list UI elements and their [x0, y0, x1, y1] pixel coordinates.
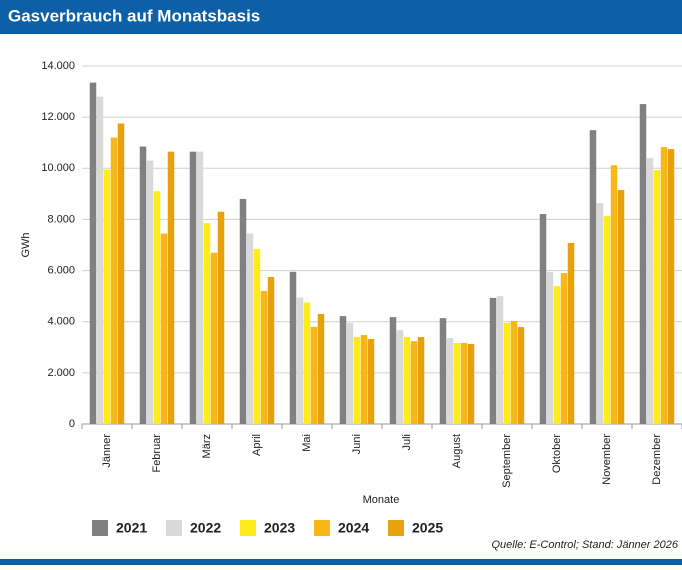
- bar: [317, 314, 325, 424]
- bar: [517, 327, 525, 424]
- x-tick-label: Februar: [151, 434, 163, 473]
- bar: [646, 158, 654, 425]
- bar: [553, 286, 561, 424]
- bar: [639, 104, 647, 424]
- bar: [589, 130, 597, 425]
- bar: [89, 82, 97, 424]
- bar: [439, 318, 447, 424]
- bar: [610, 165, 618, 424]
- legend-label: 2024: [338, 520, 369, 536]
- x-tick-label: August: [451, 434, 463, 468]
- y-tick-label: 0: [69, 418, 75, 430]
- bar: [339, 316, 347, 424]
- bar: [453, 342, 461, 424]
- legend-swatch: [388, 520, 404, 536]
- bar: [110, 137, 118, 424]
- bar: [560, 273, 568, 424]
- x-tick-label: Mai: [301, 434, 313, 452]
- bar: [189, 151, 197, 424]
- legend-swatch: [240, 520, 256, 536]
- bar: [310, 326, 318, 424]
- y-tick-label: 2.000: [47, 367, 75, 379]
- bar: [139, 146, 147, 425]
- bar: [260, 291, 268, 424]
- x-tick-label: Dezember: [651, 434, 663, 485]
- footer-bar: [0, 559, 682, 565]
- bar: [296, 297, 304, 424]
- bar: [503, 322, 511, 424]
- legend-label: 2022: [190, 520, 221, 536]
- x-axis-label: Monate: [363, 494, 400, 506]
- x-tick-label: September: [501, 434, 513, 488]
- bar: [417, 337, 425, 424]
- bar: [389, 317, 397, 424]
- bar: [653, 170, 661, 424]
- x-tick-label: Juni: [351, 434, 363, 454]
- bar: [360, 335, 368, 424]
- y-axis-label: GWh: [20, 232, 32, 257]
- x-tick-label: März: [201, 434, 213, 458]
- legend-label: 2021: [116, 520, 147, 536]
- bar: [396, 330, 404, 424]
- source-note: Quelle: E-Control; Stand: Jänner 2026: [491, 539, 678, 551]
- bar: [153, 191, 161, 424]
- legend-label: 2025: [412, 520, 443, 536]
- bar: [367, 339, 375, 424]
- y-tick-label: 10.000: [41, 162, 75, 174]
- y-tick-label: 8.000: [47, 213, 75, 225]
- bar: [567, 242, 575, 424]
- legend-label: 2023: [264, 520, 295, 536]
- header-bar: [0, 0, 682, 34]
- bar: [289, 271, 297, 424]
- bar: [410, 341, 418, 424]
- x-tick-label: Jänner: [101, 434, 113, 468]
- x-tick-label: April: [251, 434, 263, 456]
- bar: [253, 248, 261, 424]
- bar: [617, 190, 625, 424]
- bar: [160, 233, 168, 424]
- bar: [403, 337, 411, 424]
- bar: [546, 272, 554, 424]
- bar: [203, 223, 211, 424]
- bar: [146, 160, 154, 424]
- bar: [489, 297, 497, 424]
- bar: [660, 147, 668, 424]
- y-tick-label: 6.000: [47, 264, 75, 276]
- bar: [239, 198, 247, 424]
- bar: [353, 337, 361, 424]
- bar: [446, 338, 454, 424]
- bar: [246, 233, 254, 424]
- bar: [539, 214, 547, 424]
- bar: [496, 296, 504, 424]
- bar: [510, 320, 518, 424]
- bar: [460, 342, 468, 424]
- legend-swatch: [92, 520, 108, 536]
- bar: [596, 203, 604, 424]
- bar: [217, 211, 225, 424]
- bar: [103, 169, 111, 424]
- bar: [210, 252, 218, 424]
- bar: [267, 276, 275, 424]
- x-tick-label: November: [601, 434, 613, 485]
- bar: [117, 123, 125, 425]
- chart-title: Gasverbrauch auf Monatsbasis: [8, 6, 260, 25]
- bar: [346, 322, 354, 424]
- bar: [667, 149, 675, 424]
- x-tick-label: Juli: [401, 434, 413, 451]
- bar: [167, 151, 175, 424]
- y-tick-label: 4.000: [47, 316, 75, 328]
- x-tick-label: Oktober: [551, 434, 563, 473]
- bar: [303, 302, 311, 424]
- bar: [603, 216, 611, 424]
- y-tick-label: 14.000: [41, 60, 75, 72]
- bar: [196, 151, 204, 424]
- legend-swatch: [166, 520, 182, 536]
- y-tick-label: 12.000: [41, 111, 75, 123]
- bar: [467, 343, 475, 424]
- legend-swatch: [314, 520, 330, 536]
- bar: [96, 96, 104, 424]
